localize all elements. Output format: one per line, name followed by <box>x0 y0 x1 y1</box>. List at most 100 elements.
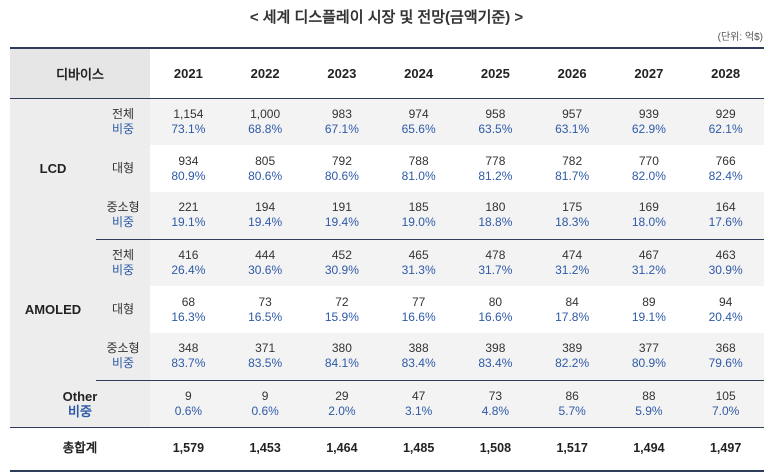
cell-value: 88 <box>642 388 656 403</box>
data-cell: 452 30.9% <box>303 239 381 286</box>
cell-value: 778 <box>485 153 506 168</box>
data-cell: 934 80.9% <box>150 145 227 192</box>
data-cell: 805 80.6% <box>227 145 304 192</box>
row-name: 중소형 <box>106 341 140 356</box>
row-name: 전체 <box>111 247 135 262</box>
cell-value: 782 <box>562 153 583 168</box>
cell-share: 17.8% <box>555 309 590 324</box>
cell-share: 31.3% <box>401 262 436 277</box>
cell-share: 16.6% <box>478 309 513 324</box>
cell-value: 974 <box>408 106 429 121</box>
cell-share: 30.9% <box>708 262 743 277</box>
cell-share: 0.6% <box>251 403 279 418</box>
cell-value: 939 <box>638 106 659 121</box>
cell-share: 63.1% <box>555 121 590 136</box>
cell-value: 72 <box>335 294 349 309</box>
cell-value: 77 <box>411 294 426 309</box>
cell-share: 15.9% <box>324 309 359 324</box>
data-cell: 380 84.1% <box>303 333 381 381</box>
cell-share: 62.1% <box>708 121 743 136</box>
cell-share: 31.2% <box>555 262 590 277</box>
table-row: 중소형 비중 221 19.1% 194 19.4% 191 19.4% 185 19.0% 180… <box>10 192 764 240</box>
cell-share: 80.9% <box>171 168 206 183</box>
data-cell: 377 80.9% <box>610 333 688 381</box>
total-cell: 1,497 <box>687 427 764 472</box>
row-label: 대형 <box>96 145 150 192</box>
data-cell: 80 16.6% <box>457 286 534 333</box>
row-share-label: 비중 <box>111 356 135 371</box>
data-cell: 974 65.6% <box>380 98 457 145</box>
data-cell: 388 83.4% <box>380 333 457 381</box>
lcd-group-label: LCD <box>10 98 96 239</box>
cell-share: 73.1% <box>171 121 206 136</box>
table-row: AMOLED 전체 비중 416 26.4% 444 30.6% 452 30.9% 465 31.… <box>10 239 764 380</box>
cell-value: 68 <box>181 294 196 309</box>
total-cell: 1,453 <box>226 427 304 472</box>
cell-value: 766 <box>715 153 736 168</box>
cell-value: 73 <box>488 388 503 403</box>
cell-share: 82.2% <box>555 356 590 371</box>
table-body: LCD 전체 비중 1,154 73.1% 1,000 68.8% 983 67.1% 974 65… <box>10 98 764 472</box>
total-cell: 1,579 <box>150 427 227 472</box>
cell-value: 1,154 <box>173 106 204 121</box>
cell-share: 19.1% <box>631 309 666 324</box>
cell-value: 792 <box>331 153 352 168</box>
data-cell: 474 31.2% <box>533 239 611 286</box>
data-cell: 1,000 68.8% <box>226 98 304 145</box>
data-cell: 467 31.2% <box>610 239 688 286</box>
data-cell: 72 15.9% <box>304 286 381 333</box>
cell-share: 31.7% <box>478 262 513 277</box>
cell-share: 19.0% <box>401 215 436 230</box>
data-cell: 164 17.6% <box>687 192 764 240</box>
cell-share: 7.0% <box>711 403 740 418</box>
cell-share: 82.0% <box>631 168 666 183</box>
cell-share: 63.5% <box>478 121 513 136</box>
cell-value: 9 <box>261 388 269 403</box>
cell-value: 368 <box>715 341 736 356</box>
amoled-group-label: AMOLED <box>10 239 96 380</box>
header-year: 2022 <box>226 47 304 99</box>
cell-share: 19.4% <box>248 215 283 230</box>
cell-value: 169 <box>638 200 659 215</box>
cell-share: 5.9% <box>635 403 663 418</box>
cell-value: 73 <box>258 294 272 309</box>
table-row: 중소형 비중 348 83.7% 371 83.5% 380 84.1% 388 83.4% 398… <box>10 333 764 381</box>
data-cell: 782 81.7% <box>534 145 611 192</box>
total-cell: 1,494 <box>610 427 688 472</box>
cell-value: 175 <box>562 200 583 215</box>
cell-share: 4.8% <box>481 403 510 418</box>
cell-value: 94 <box>718 294 733 309</box>
row-name: 대형 <box>111 161 135 175</box>
cell-share: 16.6% <box>401 309 436 324</box>
row-name: 전체 <box>111 106 135 121</box>
cell-value: 191 <box>331 200 352 215</box>
cell-share: 19.4% <box>324 215 359 230</box>
cell-share: 68.8% <box>248 121 283 136</box>
cell-value: 89 <box>642 294 656 309</box>
data-cell: 957 63.1% <box>533 98 611 145</box>
data-cell: 68 16.3% <box>150 286 227 333</box>
cell-value: 444 <box>255 247 276 262</box>
row-label: 전체 비중 <box>96 239 150 286</box>
header-year: 2027 <box>610 47 688 99</box>
header-year: 2024 <box>380 47 457 99</box>
data-cell: 73 16.5% <box>227 286 304 333</box>
data-cell: 792 80.6% <box>304 145 381 192</box>
cell-value: 958 <box>485 106 506 121</box>
cell-share: 31.2% <box>631 262 666 277</box>
data-cell: 84 17.8% <box>534 286 611 333</box>
unit-note: (단위: 억$) <box>717 32 763 43</box>
data-cell: 939 62.9% <box>610 98 688 145</box>
cell-share: 84.1% <box>324 356 359 371</box>
data-cell: 73 4.8% <box>457 380 534 428</box>
cell-value: 478 <box>485 247 506 262</box>
data-cell: 9 0.6% <box>226 380 304 428</box>
cell-value: 805 <box>255 153 276 168</box>
data-cell: 983 67.1% <box>303 98 381 145</box>
cell-share: 80.6% <box>248 168 283 183</box>
data-cell: 185 19.0% <box>380 192 457 240</box>
cell-share: 82.4% <box>708 168 743 183</box>
other-label: Other 비중 <box>10 380 150 428</box>
row-share-label: 비중 <box>111 121 135 136</box>
data-cell: 368 79.6% <box>687 333 764 381</box>
